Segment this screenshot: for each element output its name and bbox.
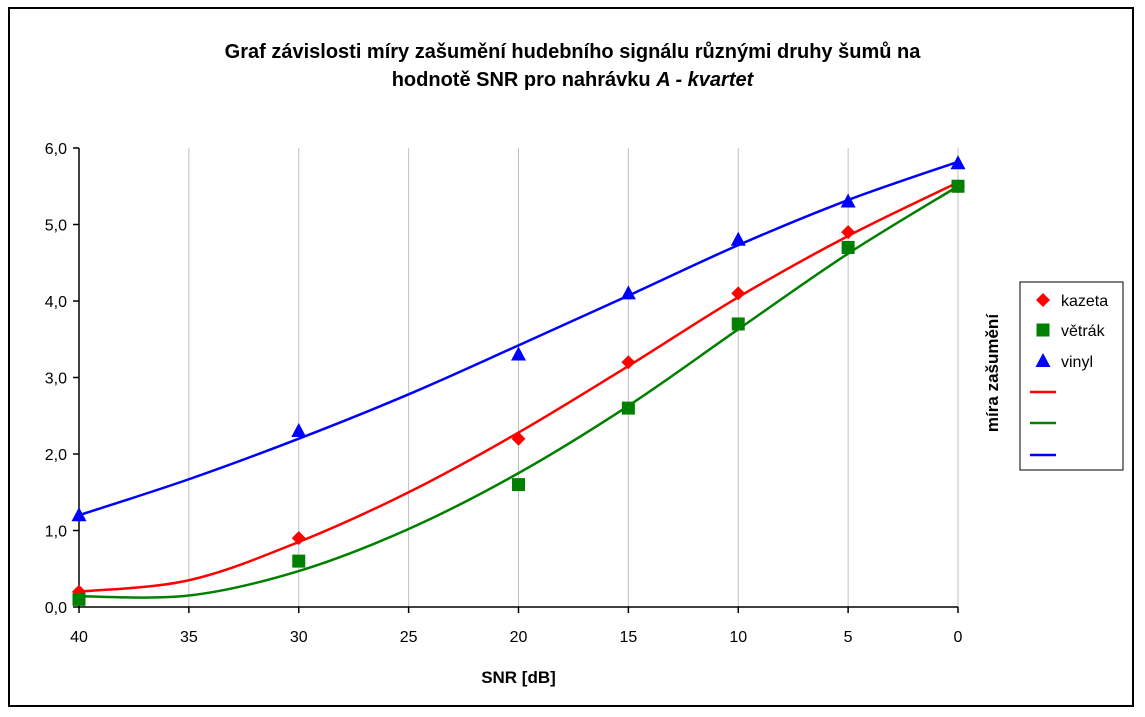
y-axis-title: míra zašumění bbox=[983, 313, 1002, 432]
x-tick-label: 25 bbox=[400, 629, 418, 646]
point-triangle bbox=[840, 193, 856, 208]
point-triangle bbox=[950, 155, 966, 170]
point-triangle bbox=[730, 231, 746, 246]
y-tick-label: 2,0 bbox=[45, 447, 67, 464]
legend-marker-diamond bbox=[1036, 293, 1050, 307]
chart-frame bbox=[8, 7, 1134, 707]
point-diamond bbox=[841, 225, 856, 240]
trendline-2 bbox=[78, 185, 959, 599]
point-square bbox=[621, 401, 635, 415]
y-tick-label: 1,0 bbox=[45, 524, 67, 541]
legend-label: větrák bbox=[1061, 323, 1106, 340]
legend-marker-square bbox=[1036, 323, 1050, 337]
legend-marker-triangle bbox=[1035, 353, 1051, 367]
y-tick-label: 4,0 bbox=[45, 294, 67, 311]
point-diamond bbox=[731, 286, 746, 301]
x-tick-label: 30 bbox=[290, 629, 308, 646]
x-tick-label: 35 bbox=[180, 629, 198, 646]
point-square bbox=[72, 592, 86, 606]
y-tick-label: 6,0 bbox=[45, 141, 67, 158]
y-tick-label: 5,0 bbox=[45, 218, 67, 235]
point-triangle bbox=[511, 346, 526, 361]
y-tick-label: 0,0 bbox=[45, 600, 67, 617]
point-triangle bbox=[291, 423, 307, 438]
trendline-1 bbox=[78, 181, 959, 593]
point-diamond bbox=[511, 431, 526, 446]
legend-label: kazeta bbox=[1061, 293, 1108, 310]
chart-title-line1: Graf závislosti míry zašumění hudebního … bbox=[224, 41, 921, 63]
chart-title: Graf závislosti míry zašumění hudebního … bbox=[0, 38, 1145, 94]
point-square bbox=[731, 317, 745, 331]
y-tick-label: 3,0 bbox=[45, 371, 67, 388]
point-diamond bbox=[621, 355, 636, 370]
x-tick-label: 15 bbox=[619, 629, 637, 646]
x-axis-title: SNR [dB] bbox=[481, 668, 556, 687]
chart-title-line2: hodnotě SNR pro nahrávku A - kvartet bbox=[0, 66, 1145, 94]
point-diamond bbox=[291, 531, 306, 546]
legend-box bbox=[1019, 281, 1124, 471]
x-tick-label: 0 bbox=[954, 629, 963, 646]
point-triangle bbox=[71, 507, 87, 522]
x-tick-label: 40 bbox=[70, 629, 88, 646]
point-square bbox=[841, 240, 855, 254]
chart-title-recording-name: A - kvartet bbox=[656, 69, 754, 91]
legend-label: vinyl bbox=[1061, 354, 1093, 371]
chart-title-line2-text: hodnotě SNR pro nahrávku bbox=[391, 69, 657, 91]
point-square bbox=[512, 478, 525, 492]
x-tick-label: 20 bbox=[510, 629, 528, 646]
x-tick-label: 5 bbox=[844, 629, 853, 646]
x-tick-label: 10 bbox=[729, 629, 747, 646]
point-triangle bbox=[620, 285, 636, 300]
trendline-3 bbox=[78, 160, 959, 517]
point-square bbox=[951, 179, 965, 193]
point-square bbox=[292, 554, 306, 568]
